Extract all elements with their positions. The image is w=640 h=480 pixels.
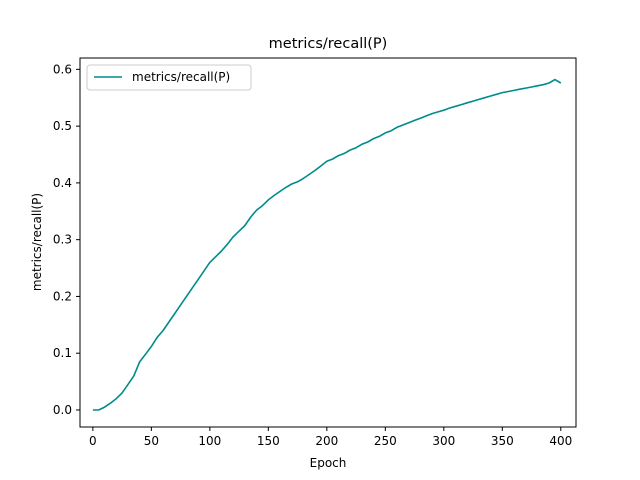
y-tick-label: 0.4 (53, 176, 72, 190)
plot-area: 0 50 100 150 200 250 300 350 400 0.0 0.1 0.2 0.3 0.4… (53, 57, 577, 448)
x-tick-label: 100 (198, 434, 221, 448)
y-tick-label: 0.0 (53, 403, 72, 417)
x-tick-label: 150 (257, 434, 280, 448)
legend-label: metrics/recall(P) (132, 70, 230, 84)
x-tick-label: 0 (89, 434, 97, 448)
x-tick-label: 350 (491, 434, 514, 448)
x-axis-ticks: 0 50 100 150 200 250 300 350 400 (89, 427, 572, 448)
x-tick-label: 400 (549, 434, 572, 448)
y-axis-ticks: 0.0 0.1 0.2 0.3 0.4 0.5 0.6 (53, 62, 80, 417)
y-tick-label: 0.2 (53, 289, 72, 303)
axes-frame (79, 57, 577, 428)
y-tick-label: 0.6 (53, 62, 72, 76)
x-tick-label: 250 (374, 434, 397, 448)
legend-box (86, 64, 252, 91)
y-axis-label: metrics/recall(P) (30, 193, 44, 291)
x-tick-label: 200 (315, 434, 338, 448)
chart-title: metrics/recall(P) (269, 36, 388, 52)
y-tick-label: 0.5 (53, 119, 72, 133)
y-tick-label: 0.1 (53, 346, 72, 360)
x-tick-label: 300 (432, 434, 455, 448)
series-line-recall (92, 78, 562, 411)
x-tick-label: 50 (144, 434, 159, 448)
y-tick-label: 0.3 (53, 233, 72, 247)
x-axis-label: Epoch (310, 456, 347, 470)
legend: metrics/recall(P) (86, 64, 252, 91)
